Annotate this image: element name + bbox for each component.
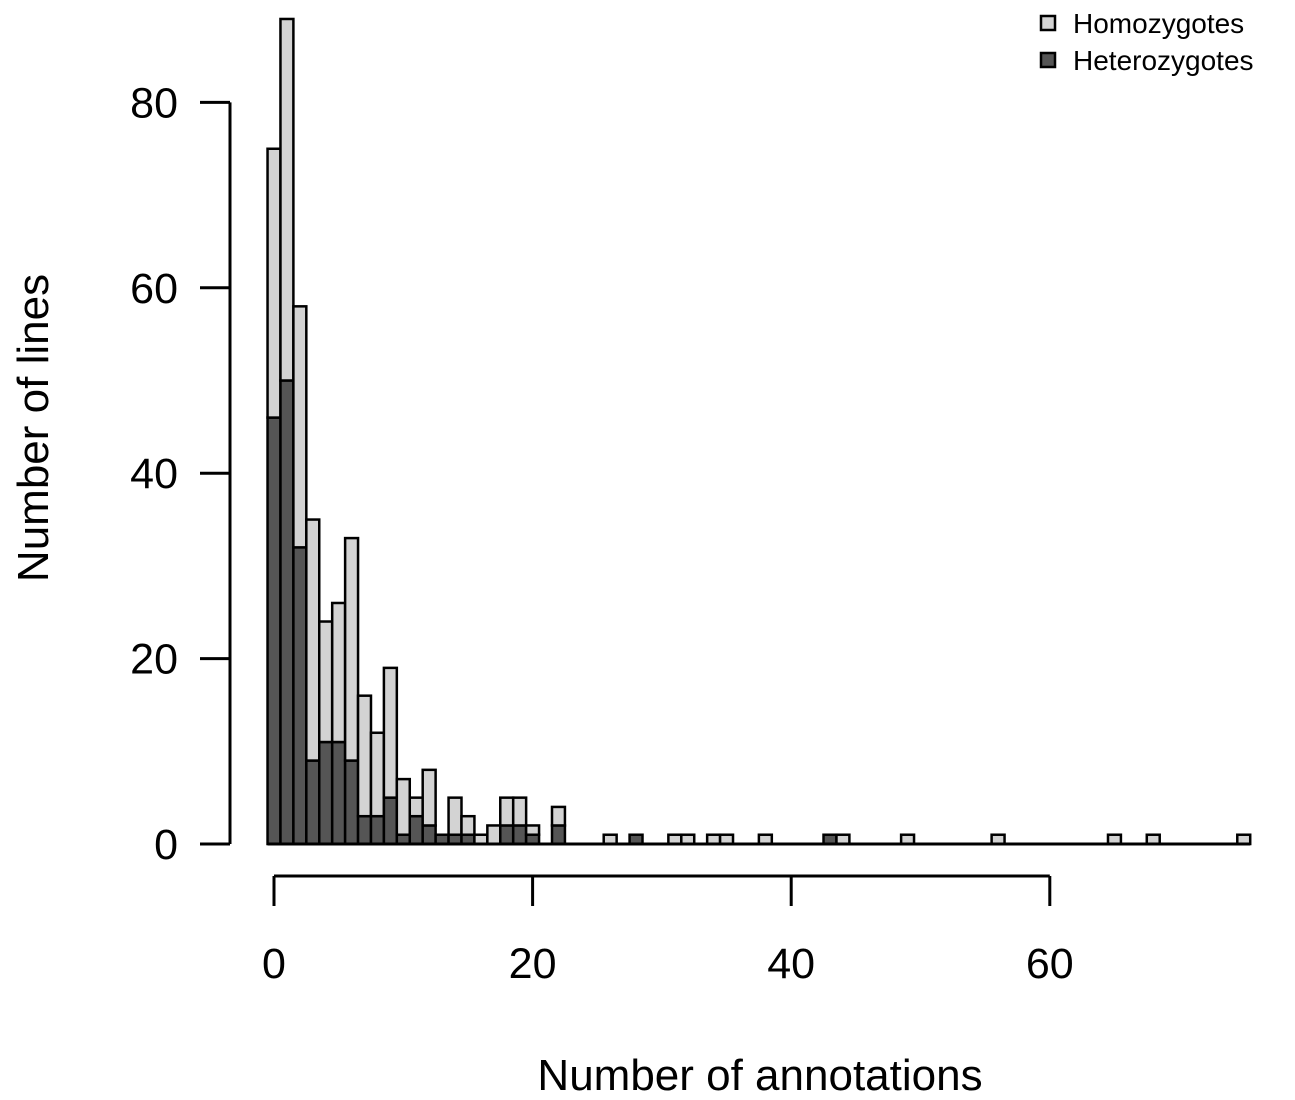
bar-heterozygotes	[318, 740, 334, 846]
legend-swatch-heterozygotes	[1039, 51, 1057, 69]
bar-heterozygotes	[382, 796, 399, 846]
y-tick-label: 40	[130, 450, 178, 498]
x-tick-label: 0	[262, 940, 286, 988]
bar-homozygotes	[369, 731, 386, 818]
x-tick-label: 40	[767, 940, 815, 988]
bar-homozygotes	[305, 518, 321, 762]
y-axis: 0 20 40 60 80	[130, 79, 232, 869]
x-axis: 0 20 40 60	[262, 874, 1074, 988]
bar-homozygotes	[279, 17, 295, 382]
bar-homozygotes	[266, 147, 282, 419]
x-axis-title: Number of annotations	[537, 1051, 982, 1100]
legend-label-homozygotes: Homozygotes	[1073, 8, 1244, 39]
legend-swatch-homozygotes	[1039, 14, 1057, 32]
bar-heterozygotes	[356, 814, 373, 846]
bar-homozygotes	[292, 305, 308, 549]
bar-heterozygotes	[330, 740, 347, 846]
bar-homozygotes	[486, 824, 502, 846]
bar-homozygotes	[330, 601, 347, 744]
bar-group	[266, 17, 1252, 846]
bar-heterozygotes	[266, 416, 282, 846]
bar-heterozygotes	[550, 824, 567, 846]
bar-heterozygotes	[511, 824, 528, 846]
bar-homozygotes	[356, 694, 373, 818]
y-axis-title: Number of lines	[9, 274, 58, 582]
y-tick-label: 0	[154, 821, 178, 869]
bar-homozygotes	[318, 620, 334, 744]
bar-heterozygotes	[408, 814, 424, 846]
x-tick-label: 60	[1026, 940, 1074, 988]
x-tick-label: 20	[509, 940, 557, 988]
bar-heterozygotes	[279, 379, 295, 846]
y-tick-label: 60	[130, 265, 178, 313]
bar-homozygotes	[382, 666, 399, 799]
bar-homozygotes	[408, 796, 424, 818]
bar-homozygotes	[447, 796, 463, 836]
bar-homozygotes	[511, 796, 528, 827]
legend: Homozygotes Heterozygotes	[1039, 8, 1254, 76]
bar-homozygotes	[343, 536, 360, 762]
bar-heterozygotes	[499, 824, 515, 846]
bar-heterozygotes	[343, 759, 360, 846]
bar-heterozygotes	[369, 814, 386, 846]
bar-homozygotes	[395, 777, 412, 836]
bar-homozygotes	[499, 796, 515, 827]
bar-homozygotes	[421, 768, 437, 827]
bar-homozygotes	[524, 824, 541, 836]
y-tick-label: 80	[130, 79, 178, 127]
bar-homozygotes	[550, 805, 567, 827]
bar-heterozygotes	[421, 824, 437, 846]
bar-heterozygotes	[292, 546, 308, 846]
bar-homozygotes	[460, 814, 476, 836]
bar-heterozygotes	[305, 759, 321, 846]
legend-label-heterozygotes: Heterozygotes	[1073, 45, 1254, 76]
y-tick-label: 20	[130, 636, 178, 684]
